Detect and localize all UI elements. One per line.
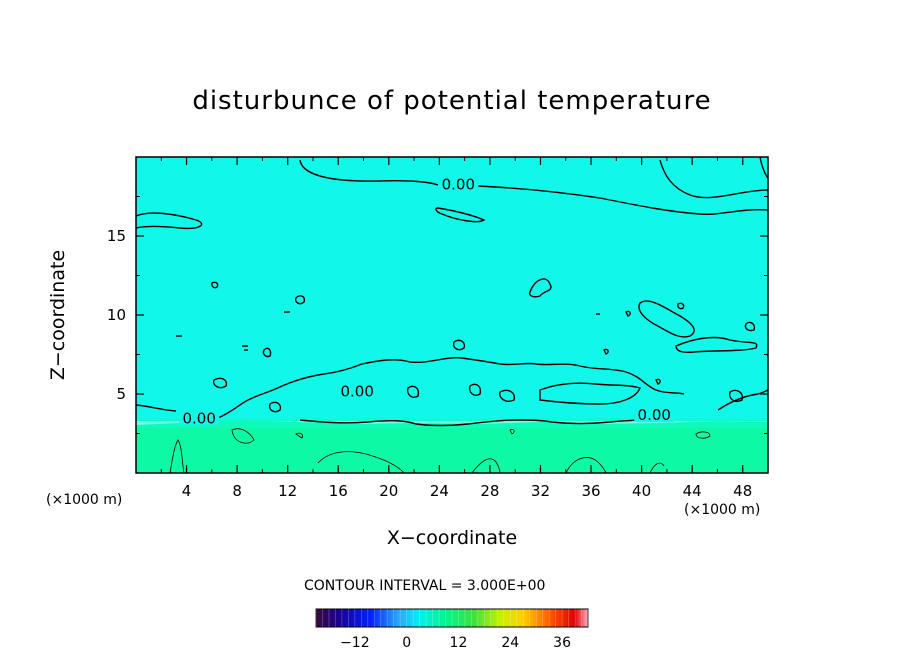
upper-field-region xyxy=(136,157,768,421)
lower-contour-i xyxy=(509,429,515,435)
x-tick-label: 28 xyxy=(480,482,499,500)
contour-noise-8 xyxy=(268,401,282,413)
contour-noise-17 xyxy=(603,348,609,355)
contour-cloud-edge xyxy=(539,382,641,405)
lower-contour-e xyxy=(565,457,607,473)
x-tick-label: 4 xyxy=(182,482,192,500)
contour-right-cluster xyxy=(638,300,695,338)
y-tick-label: 15 xyxy=(107,227,126,245)
lower-contours xyxy=(169,428,711,473)
contour-interval-label: CONTOUR INTERVAL = 3.000E+00 xyxy=(304,578,546,594)
contour-noise-7 xyxy=(499,389,515,402)
contour-noise-9 xyxy=(728,389,744,402)
x-tick-label: 40 xyxy=(632,482,651,500)
colorbar-tick-label: 0 xyxy=(402,635,411,651)
field-transition-band xyxy=(136,418,768,428)
x-tick-label: 32 xyxy=(531,482,550,500)
x-tick-label: 16 xyxy=(329,482,348,500)
contour-main-band xyxy=(136,356,768,419)
lower-contour-g xyxy=(695,431,711,439)
contour-label: 0.00 xyxy=(182,409,215,427)
contour-noise-5 xyxy=(406,385,420,398)
y-tick-label: 5 xyxy=(116,385,126,403)
colorbar: −12 0 12 24 36 xyxy=(315,608,589,651)
contour-label-bg xyxy=(337,382,378,399)
contour-label-bg xyxy=(634,406,675,423)
contour-noise-4 xyxy=(452,339,466,351)
lower-field-region xyxy=(136,420,768,473)
contour-label-layer: 0.00 0.00 0.00 0.00 xyxy=(179,175,675,427)
contour-right-cluster-2 xyxy=(675,336,758,354)
contour-noise-2 xyxy=(262,347,272,358)
colorbar-divisions xyxy=(315,609,589,627)
field-layer: 0.00 0.00 0.00 0.00 xyxy=(136,157,768,473)
lower-contour-d xyxy=(471,458,501,473)
colorbar-tick-label: −12 xyxy=(340,635,370,651)
x-unit-left: (×1000 m) xyxy=(46,492,123,508)
contour-island-a xyxy=(435,207,486,223)
x-tick-label: 48 xyxy=(733,482,752,500)
x-tick-label: 12 xyxy=(278,482,297,500)
contour-label: 0.00 xyxy=(340,382,373,400)
contour-noise-16 xyxy=(596,310,631,317)
contour-noise-18 xyxy=(655,378,661,385)
y-axis: 5 10 15 xyxy=(107,196,768,434)
contour-left-lobe xyxy=(136,212,203,230)
colorbar-gradient xyxy=(315,608,589,628)
contour-blob-32 xyxy=(528,278,552,298)
contour-noise-11 xyxy=(211,281,219,289)
contour-label: 0.00 xyxy=(638,406,671,424)
contour-label-bg xyxy=(179,409,220,426)
contour-noise-12 xyxy=(677,302,685,310)
x-tick-label: 8 xyxy=(232,482,242,500)
colorbar-tick-label: 36 xyxy=(553,635,571,651)
contour-noise-6 xyxy=(468,383,482,396)
contour-label: 0.00 xyxy=(442,175,475,193)
colorbar-tick-label: 24 xyxy=(501,635,519,651)
colorbar-tick-labels: −12 0 12 24 36 xyxy=(340,635,571,651)
contour-lines xyxy=(136,157,768,427)
lower-contour-h xyxy=(295,432,303,439)
colorbar-tick-label: 12 xyxy=(450,635,468,651)
x-tick-label: 36 xyxy=(581,482,600,500)
contour-top-right xyxy=(659,159,768,199)
contour-label-bg xyxy=(438,175,479,192)
y-axis-label: Z−coordinate xyxy=(47,249,69,381)
x-tick-label: 24 xyxy=(430,482,449,500)
lower-contour-c xyxy=(317,451,405,473)
contour-main-band-lower xyxy=(299,417,671,427)
lower-contour-a xyxy=(169,439,185,473)
lower-contour-b xyxy=(231,428,255,444)
chart-title: disturbunce of potential temperature xyxy=(192,86,712,116)
contour-top xyxy=(299,159,768,216)
contour-noise-10 xyxy=(744,321,756,332)
contour-noise-15 xyxy=(242,345,248,351)
x-tick-label: 20 xyxy=(379,482,398,500)
contour-noise-1 xyxy=(294,295,306,305)
y-tick-label: 10 xyxy=(107,306,126,324)
x-axis: 4 8 12 16 20 24 28 32 36 40 44 48 xyxy=(160,157,752,500)
x-axis-label: X−coordinate xyxy=(386,527,518,549)
lower-contour-f xyxy=(649,462,665,473)
x-tick-label: 44 xyxy=(683,482,702,500)
contour-noise-3 xyxy=(213,377,228,389)
x-unit-right: (×1000 m) xyxy=(684,502,761,518)
